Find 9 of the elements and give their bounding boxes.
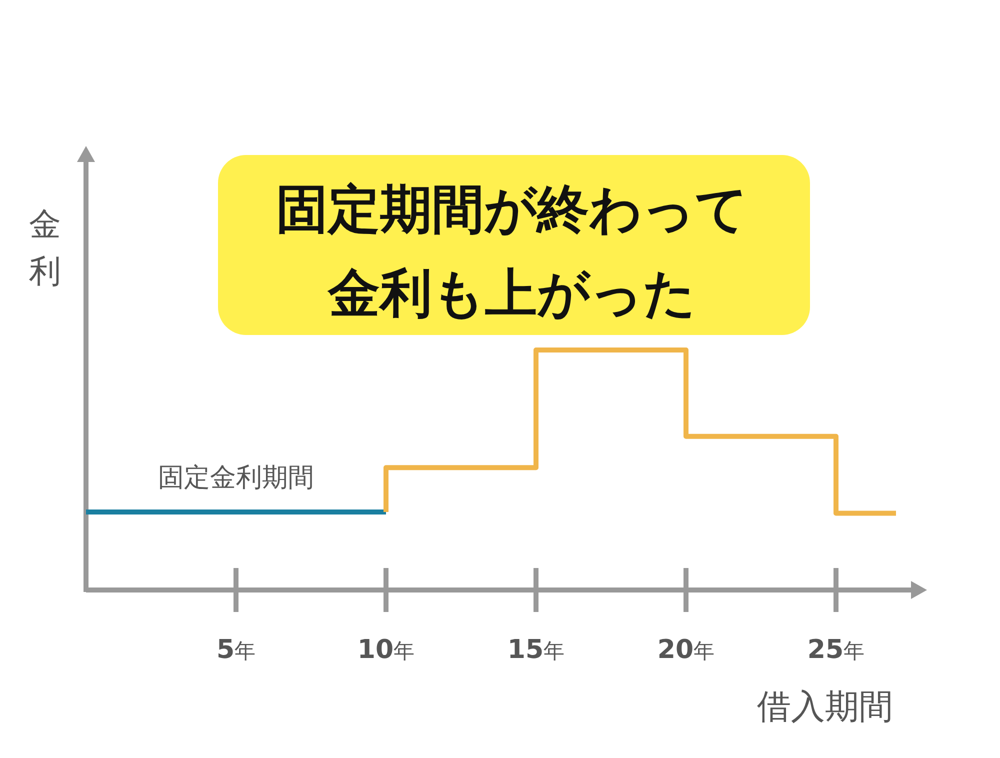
x-tick-label: 15年 [507, 635, 565, 665]
x-axis-title: 借入期間 [757, 687, 893, 727]
text: 固定期間が終わって金利も上がった [276, 180, 748, 324]
y-axis-title: 金利 [29, 205, 61, 290]
series-label: 固定金利期間 [158, 463, 314, 493]
x-tick-label: 5年 [216, 635, 256, 665]
x-tick-label: 25年 [807, 635, 865, 665]
x-tick-label: 10年 [357, 635, 415, 665]
x-tick-label: 20年 [657, 635, 715, 665]
